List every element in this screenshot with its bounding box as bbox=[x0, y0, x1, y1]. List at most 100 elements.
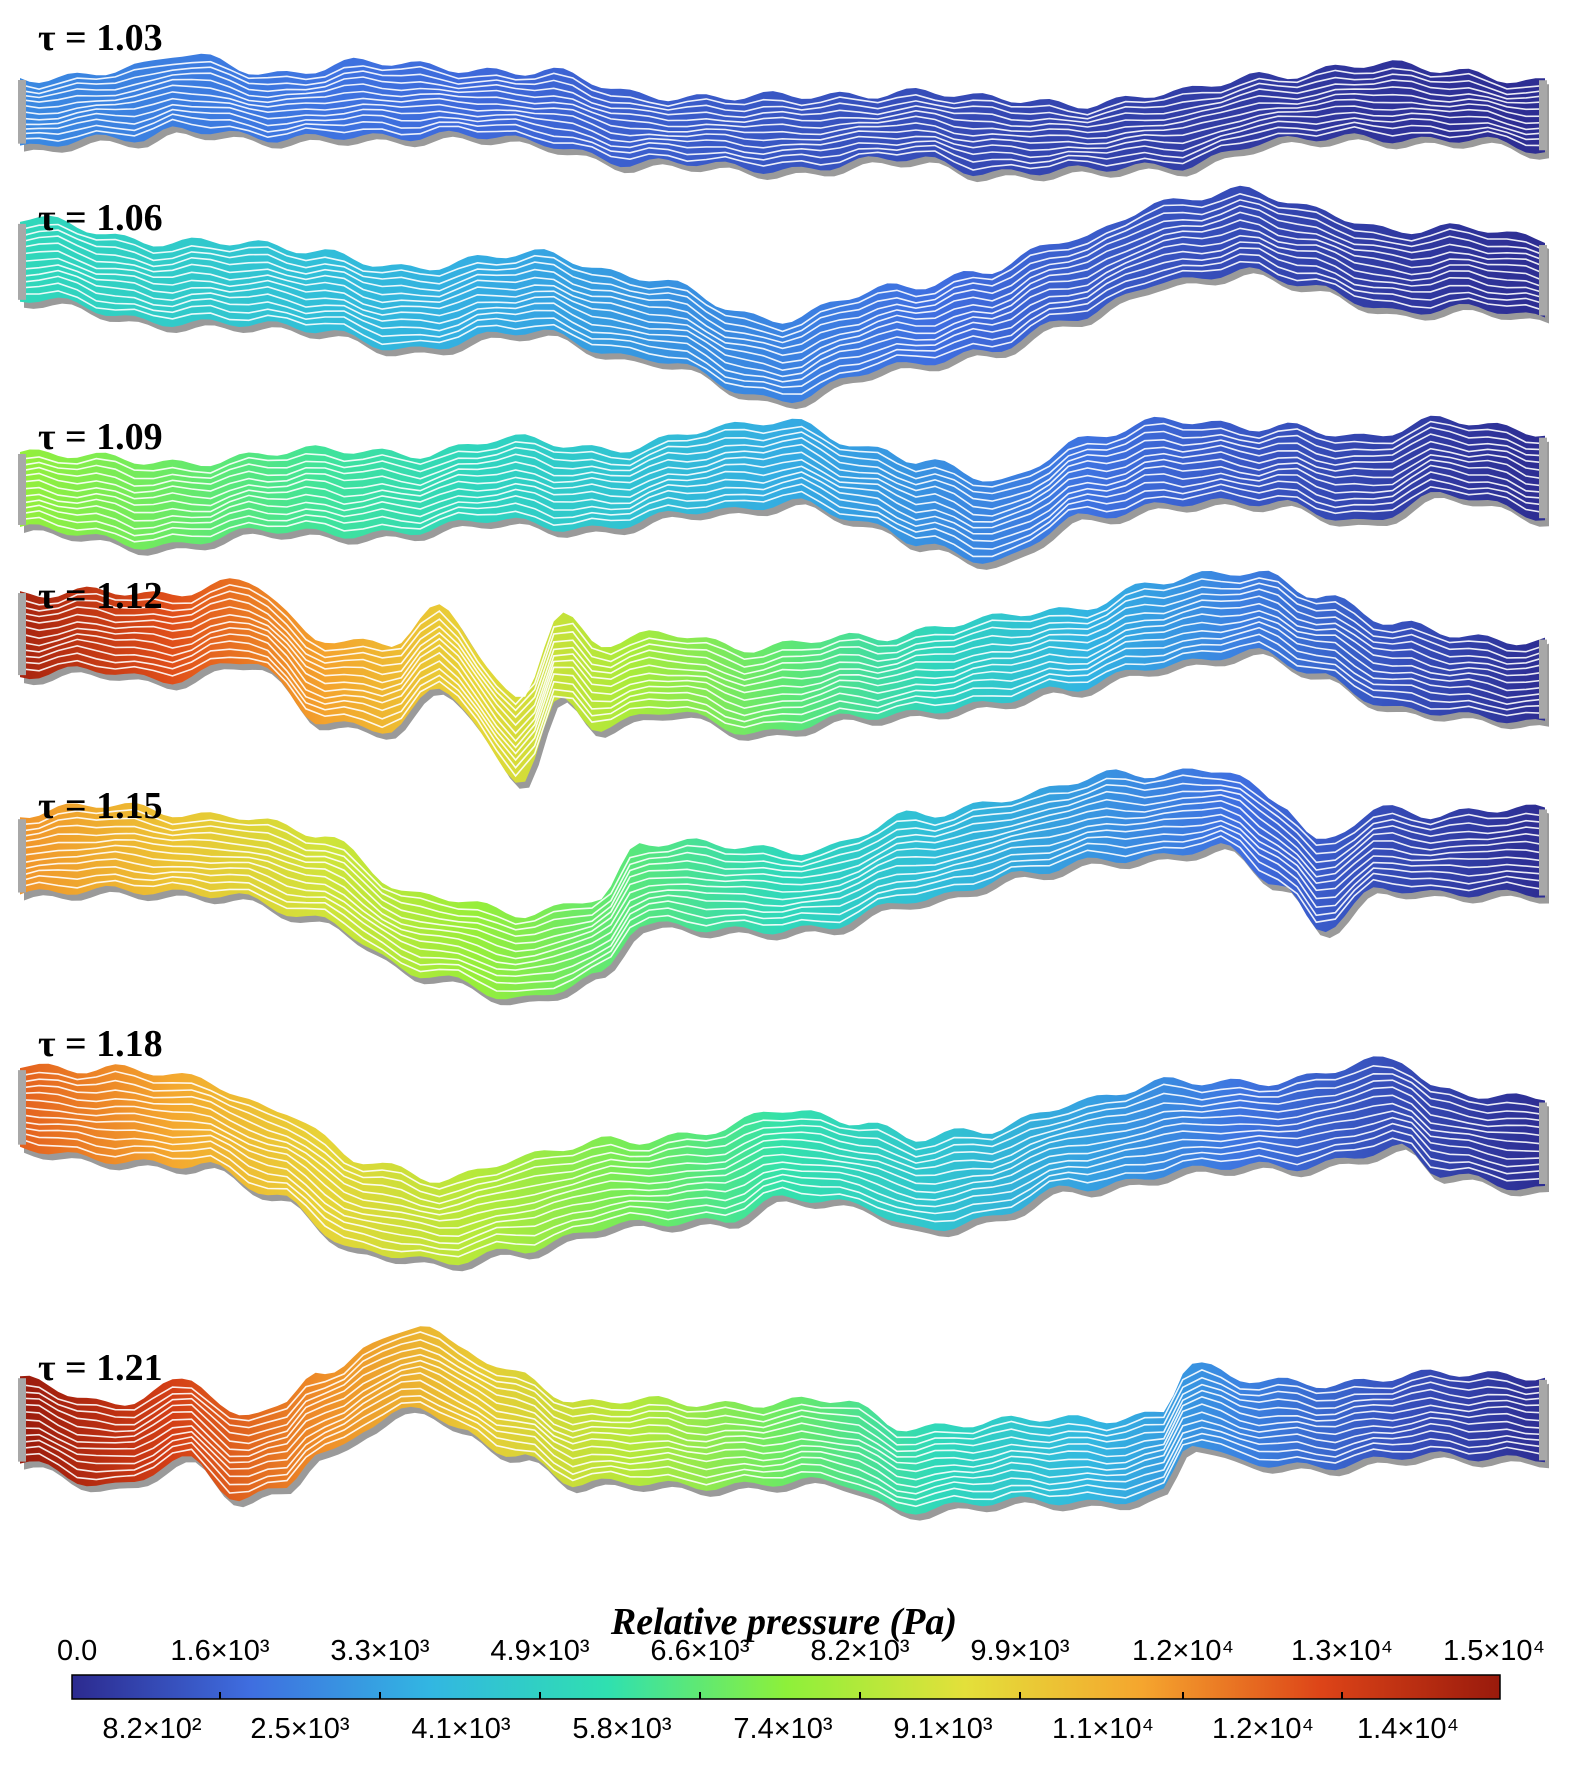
colorbar-top-tick-label: 6.6×10³ bbox=[650, 1635, 750, 1667]
streamline bbox=[19, 582, 1546, 712]
channel-panel: τ = 1.21 bbox=[18, 1326, 1549, 1521]
channel-panel: τ = 1.12 bbox=[18, 570, 1549, 789]
channel-body bbox=[20, 53, 1545, 177]
outlet-cap bbox=[1539, 1379, 1547, 1461]
streamline bbox=[19, 1079, 1546, 1205]
channel-panel: τ = 1.18 bbox=[18, 1023, 1549, 1272]
streamline bbox=[19, 1122, 1546, 1245]
streamline bbox=[19, 447, 1546, 517]
streamline bbox=[19, 602, 1546, 735]
colorbar-bottom-tick-label: 1.4×10⁴ bbox=[1357, 1713, 1459, 1745]
streamline bbox=[19, 1372, 1546, 1481]
streamline bbox=[19, 799, 1546, 953]
inlet-cap bbox=[18, 1070, 26, 1145]
streamline bbox=[19, 824, 1546, 978]
streamline bbox=[19, 1072, 1546, 1198]
streamline bbox=[19, 478, 1546, 550]
streamline bbox=[19, 459, 1546, 529]
streamline bbox=[19, 794, 1546, 945]
streamline bbox=[19, 464, 1546, 535]
colorbar-top-tick-label: 3.3×10³ bbox=[330, 1635, 430, 1667]
streamline bbox=[19, 113, 1546, 165]
streamline bbox=[19, 789, 1546, 938]
streamline bbox=[19, 1359, 1546, 1465]
streamline bbox=[19, 72, 1546, 124]
streamline bbox=[19, 835, 1546, 993]
colorbar-top-tick-label: 8.2×10³ bbox=[810, 1635, 910, 1667]
panel-tau-label: τ = 1.21 bbox=[38, 1347, 163, 1389]
streamline bbox=[19, 626, 1546, 762]
streamline bbox=[19, 66, 1546, 120]
streamline bbox=[19, 588, 1546, 719]
streamline bbox=[19, 1365, 1546, 1473]
streamline bbox=[19, 577, 1546, 706]
streamline bbox=[19, 1116, 1546, 1238]
streamline bbox=[19, 453, 1546, 523]
inlet-cap bbox=[18, 223, 26, 300]
channel-body bbox=[20, 1326, 1545, 1515]
streamline bbox=[19, 819, 1546, 971]
inlet-cap bbox=[18, 453, 26, 525]
streamline bbox=[19, 1129, 1546, 1251]
streamline bbox=[19, 813, 1546, 966]
colorbar-bottom-tick-label: 1.1×10⁴ bbox=[1052, 1713, 1154, 1745]
streamline bbox=[19, 247, 1546, 383]
streamline bbox=[19, 1110, 1546, 1229]
outlet-cap bbox=[1539, 639, 1547, 719]
streamline bbox=[19, 782, 1546, 931]
outlet-cap bbox=[1539, 809, 1547, 896]
colorbar-title: Relative pressure (Pa) bbox=[610, 1601, 957, 1643]
panel-tau-label: τ = 1.15 bbox=[38, 785, 163, 827]
streamline bbox=[19, 118, 1546, 171]
colorbar-top-tick-label: 1.2×10⁴ bbox=[1132, 1635, 1234, 1667]
streamline bbox=[19, 1094, 1546, 1216]
streamline bbox=[19, 829, 1546, 985]
streamline bbox=[19, 633, 1546, 769]
panel-tau-label: τ = 1.18 bbox=[38, 1023, 163, 1065]
streamline bbox=[19, 204, 1546, 344]
streamline bbox=[19, 774, 1546, 926]
colorbar-bottom-tick-label: 4.1×10³ bbox=[411, 1713, 511, 1745]
colorbar: Relative pressure (Pa) 0.0 1.6×10³ 3.3×10³… bbox=[57, 1601, 1545, 1745]
colorbar-top-tick-label: 4.9×10³ bbox=[490, 1635, 590, 1667]
streamline bbox=[19, 199, 1546, 339]
streamline bbox=[19, 433, 1546, 502]
streamline bbox=[19, 78, 1546, 128]
streamline bbox=[19, 609, 1546, 743]
colorbar-gradient bbox=[71, 1674, 1501, 1700]
streamline bbox=[19, 1331, 1546, 1439]
streamline bbox=[19, 241, 1546, 378]
streamline bbox=[19, 806, 1546, 960]
panel-tau-label: τ = 1.06 bbox=[38, 197, 163, 239]
streamline bbox=[19, 621, 1546, 755]
colorbar-top-tick-label: 1.5×10⁴ bbox=[1443, 1635, 1545, 1667]
streamline bbox=[19, 1346, 1546, 1453]
channel-panel: τ = 1.15 bbox=[18, 768, 1549, 1006]
streamline bbox=[19, 440, 1546, 510]
streamline bbox=[19, 253, 1546, 389]
streamline bbox=[19, 234, 1546, 372]
streamline bbox=[19, 227, 1546, 364]
streamline bbox=[19, 103, 1546, 152]
panel-tau-label: τ = 1.09 bbox=[38, 416, 163, 458]
streamline bbox=[19, 1394, 1546, 1501]
colorbar-top-tick-label: 9.9×10³ bbox=[970, 1635, 1070, 1667]
colorbar-bottom-tick-label: 5.8×10³ bbox=[572, 1713, 672, 1745]
streamline bbox=[19, 91, 1546, 140]
streamline bbox=[19, 1379, 1546, 1489]
colorbar-top-tick-label: 1.6×10³ bbox=[170, 1635, 270, 1667]
streamline bbox=[19, 1387, 1546, 1495]
streamline bbox=[19, 471, 1546, 543]
outlet-cap bbox=[1539, 80, 1547, 151]
channel-panel: τ = 1.06 bbox=[18, 185, 1549, 410]
streamline bbox=[19, 1401, 1546, 1508]
streamline bbox=[19, 1064, 1546, 1190]
channel-panel: τ = 1.09 bbox=[18, 415, 1549, 570]
streamline bbox=[19, 615, 1546, 749]
panel-tau-label: τ = 1.03 bbox=[38, 17, 163, 59]
channel-panel: τ = 1.03 bbox=[18, 17, 1549, 183]
outlet-cap bbox=[1539, 245, 1547, 316]
streamline bbox=[19, 1353, 1546, 1458]
streamline bbox=[19, 1086, 1546, 1211]
streamline bbox=[19, 485, 1546, 558]
